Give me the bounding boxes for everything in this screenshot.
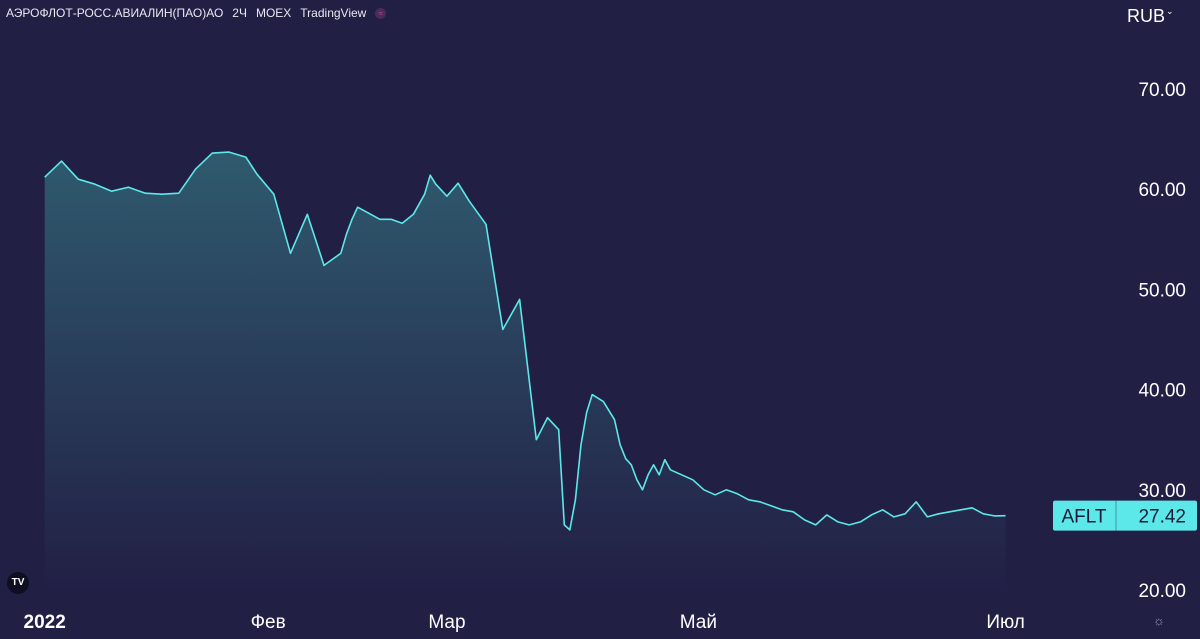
- symbol-name: АЭРОФЛОТ-РОСС.АВИАЛИН(ПАО)АО: [6, 6, 224, 20]
- y-tick-label: 20.00: [1138, 581, 1186, 602]
- interval-label[interactable]: 2Ч: [232, 6, 247, 20]
- x-tick-label: Фев: [251, 612, 286, 633]
- y-tick-label: 60.00: [1138, 180, 1186, 201]
- series-area-fill: [44, 152, 1006, 590]
- chevron-down-icon: ⌄: [1166, 6, 1174, 16]
- price-tag-value: 27.42: [1138, 507, 1186, 528]
- y-tick-label: 70.00: [1138, 80, 1186, 101]
- currency-label: RUB: [1127, 6, 1166, 26]
- y-tick-label: 30.00: [1138, 481, 1186, 502]
- currency-selector[interactable]: RUB⌄: [1127, 6, 1174, 27]
- exchange-label: MOEX: [255, 6, 292, 20]
- x-tick-label: Июл: [986, 612, 1025, 633]
- status-dot-icon: ≈: [375, 7, 387, 19]
- price-tag-ticker: AFLT: [1061, 507, 1106, 528]
- source-label: TradingView: [300, 6, 367, 20]
- y-tick-label: 50.00: [1138, 280, 1186, 301]
- chart-header: АЭРОФЛОТ-РОСС.АВИАЛИН(ПАО)АО 2Ч MOEX Tra…: [6, 6, 387, 20]
- tradingview-logo-icon[interactable]: TV: [7, 572, 29, 594]
- series-line-aflt: [44, 151, 1006, 531]
- price-tag-box: [1053, 500, 1197, 531]
- x-tick-label: Май: [680, 612, 717, 633]
- x-tick-label: Мар: [428, 612, 465, 633]
- x-tick-label: 2022: [24, 612, 66, 633]
- settings-gear-icon[interactable]: ☼: [1153, 613, 1165, 628]
- y-tick-label: 40.00: [1138, 381, 1186, 402]
